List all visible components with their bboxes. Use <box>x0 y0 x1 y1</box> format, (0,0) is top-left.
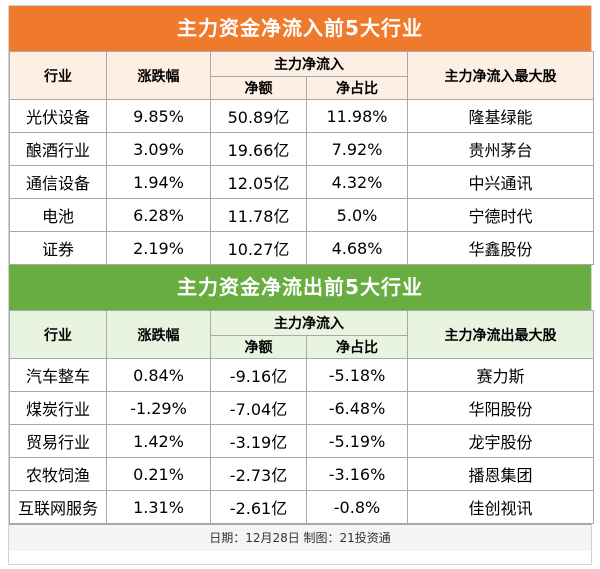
cell-stock: 播恩集团 <box>407 457 594 491</box>
cell-change: 2.19% <box>106 231 211 265</box>
header-top-stock: 主力净流出最大股 <box>407 310 594 359</box>
table-row: 贸易行业 1.42% -3.19亿 -5.19% 龙宇股份 <box>9 424 594 458</box>
cell-ratio: -5.19% <box>306 424 408 458</box>
cell-industry: 互联网服务 <box>9 490 107 524</box>
cell-stock: 华鑫股份 <box>407 231 594 265</box>
cell-amount: 50.89亿 <box>210 99 307 133</box>
header-change: 涨跌幅 <box>106 310 211 359</box>
cell-change: 1.42% <box>106 424 211 458</box>
cell-ratio: 4.68% <box>306 231 408 265</box>
cell-stock: 华阳股份 <box>407 391 594 425</box>
cell-ratio: 7.92% <box>306 132 408 166</box>
cell-amount: 19.66亿 <box>210 132 307 166</box>
cell-amount: -9.16亿 <box>210 358 307 392</box>
header-net-ratio: 净占比 <box>306 76 408 100</box>
inflow-table: 行业 涨跌幅 主力净流入 主力净流入最大股 净额 净占比 光伏设备 9.85% … <box>9 51 594 265</box>
table-row: 光伏设备 9.85% 50.89亿 11.98% 隆基绿能 <box>9 99 594 133</box>
cell-change: 0.21% <box>106 457 211 491</box>
table-row: 证券 2.19% 10.27亿 4.68% 华鑫股份 <box>9 231 594 265</box>
footer-credit: 日期：12月28日 制图：21投资通 <box>9 524 591 551</box>
header-change: 涨跌幅 <box>106 51 211 100</box>
cell-industry: 证券 <box>9 231 107 265</box>
cell-stock: 贵州茅台 <box>407 132 594 166</box>
cell-change: 6.28% <box>106 198 211 232</box>
report-card: 主力资金净流入前5大行业 行业 涨跌幅 主力净流入 主力净流入最大股 净额 净占… <box>8 5 594 565</box>
header-industry: 行业 <box>9 310 107 359</box>
header-net-group: 主力净流入 <box>210 51 408 77</box>
cell-amount: 12.05亿 <box>210 165 307 199</box>
cell-ratio: -5.18% <box>306 358 408 392</box>
cell-amount: -7.04亿 <box>210 391 307 425</box>
cell-industry: 农牧饲渔 <box>9 457 107 491</box>
cell-stock: 中兴通讯 <box>407 165 594 199</box>
cell-amount: -2.73亿 <box>210 457 307 491</box>
cell-ratio: 4.32% <box>306 165 408 199</box>
cell-stock: 隆基绿能 <box>407 99 594 133</box>
cell-industry: 汽车整车 <box>9 358 107 392</box>
header-net-ratio: 净占比 <box>306 335 408 359</box>
cell-industry: 贸易行业 <box>9 424 107 458</box>
cell-change: 3.09% <box>106 132 211 166</box>
cell-change: 9.85% <box>106 99 211 133</box>
table-row: 农牧饲渔 0.21% -2.73亿 -3.16% 播恩集团 <box>9 457 594 491</box>
table-row: 煤炭行业 -1.29% -7.04亿 -6.48% 华阳股份 <box>9 391 594 425</box>
cell-amount: 10.27亿 <box>210 231 307 265</box>
outflow-title: 主力资金净流出前5大行业 <box>9 265 591 310</box>
cell-industry: 电池 <box>9 198 107 232</box>
table-row: 通信设备 1.94% 12.05亿 4.32% 中兴通讯 <box>9 165 594 199</box>
header-net-group: 主力净流入 <box>210 310 408 336</box>
cell-industry: 酿酒行业 <box>9 132 107 166</box>
cell-stock: 宁德时代 <box>407 198 594 232</box>
cell-stock: 龙宇股份 <box>407 424 594 458</box>
header-net-amount: 净额 <box>210 335 307 359</box>
cell-ratio: -3.16% <box>306 457 408 491</box>
cell-ratio: 5.0% <box>306 198 408 232</box>
inflow-title: 主力资金净流入前5大行业 <box>9 6 591 51</box>
cell-amount: -3.19亿 <box>210 424 307 458</box>
cell-industry: 光伏设备 <box>9 99 107 133</box>
outflow-table: 行业 涨跌幅 主力净流入 主力净流出最大股 净额 净占比 汽车整车 0.84% … <box>9 310 594 524</box>
table-row: 汽车整车 0.84% -9.16亿 -5.18% 赛力斯 <box>9 358 594 392</box>
cell-stock: 佳创视讯 <box>407 490 594 524</box>
table-row: 互联网服务 1.31% -2.61亿 -0.8% 佳创视讯 <box>9 490 594 524</box>
cell-ratio: 11.98% <box>306 99 408 133</box>
cell-amount: -2.61亿 <box>210 490 307 524</box>
cell-change: 1.31% <box>106 490 211 524</box>
cell-stock: 赛力斯 <box>407 358 594 392</box>
header-net-amount: 净额 <box>210 76 307 100</box>
cell-ratio: -6.48% <box>306 391 408 425</box>
cell-amount: 11.78亿 <box>210 198 307 232</box>
cell-change: -1.29% <box>106 391 211 425</box>
cell-ratio: -0.8% <box>306 490 408 524</box>
cell-change: 0.84% <box>106 358 211 392</box>
cell-change: 1.94% <box>106 165 211 199</box>
table-row: 酿酒行业 3.09% 19.66亿 7.92% 贵州茅台 <box>9 132 594 166</box>
cell-industry: 煤炭行业 <box>9 391 107 425</box>
table-row: 电池 6.28% 11.78亿 5.0% 宁德时代 <box>9 198 594 232</box>
header-industry: 行业 <box>9 51 107 100</box>
cell-industry: 通信设备 <box>9 165 107 199</box>
header-top-stock: 主力净流入最大股 <box>407 51 594 100</box>
